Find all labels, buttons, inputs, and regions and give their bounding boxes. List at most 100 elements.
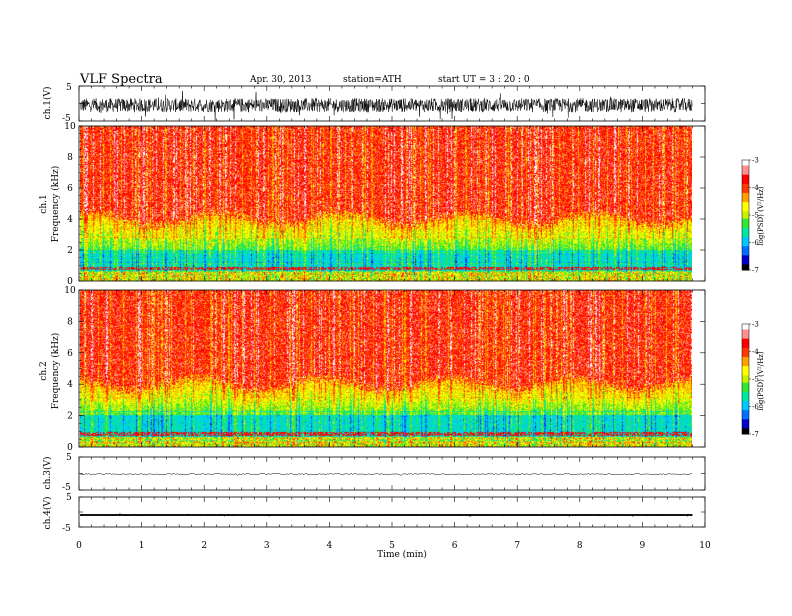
ch2-spec-colorbar-tick-label: -5 bbox=[752, 376, 759, 384]
ch3-wave-trace bbox=[79, 473, 693, 476]
ch2-spec-colorbar-cell bbox=[742, 340, 749, 343]
ch2-spec-colorbar-cell bbox=[742, 357, 749, 360]
ch4-ytick-top: 5 bbox=[66, 493, 72, 503]
ch2-spec-colorbar-tick-label: -7 bbox=[752, 431, 759, 439]
ch1-spec-colorbar-cell bbox=[742, 202, 749, 205]
ch2-spec-colorbar-cell bbox=[742, 415, 749, 418]
ch2-spec-colorbar-cell bbox=[742, 371, 749, 374]
ch2-spec-colorbar-cell bbox=[742, 344, 749, 347]
ch2-spec-ytick-label: 0 bbox=[67, 443, 73, 453]
ch2-spec-colorbar-cell bbox=[742, 428, 749, 431]
ch1-spec-colorbar-cell bbox=[742, 226, 749, 229]
ch2-spec-colorbar-cell bbox=[742, 404, 749, 407]
ch1-spec-colorbar-cell bbox=[742, 209, 749, 212]
ch2-spec-colorbar-cell bbox=[742, 377, 749, 380]
ch2-spec-colorbar-cell bbox=[742, 432, 749, 435]
ch3-waveform-ylabel: ch.3(V) bbox=[42, 457, 53, 490]
ch2-spec-colorbar-cell bbox=[742, 362, 749, 365]
ch1-spec-colorbar-cell bbox=[742, 200, 749, 203]
ch1-spec-colorbar-cell bbox=[742, 183, 749, 187]
ch2-spec-colorbar-cell bbox=[742, 408, 749, 411]
time-xtick-label: 2 bbox=[201, 541, 207, 551]
ch2-spec-colorbar-cell bbox=[742, 393, 749, 396]
ch1-spec-colorbar-cell bbox=[742, 172, 749, 176]
ch2-spec-colorbar-cell bbox=[742, 338, 749, 341]
ch1-spec-colorbar-cell bbox=[742, 178, 749, 181]
ch1-spec-colorbar-tick-label: -6 bbox=[752, 239, 759, 247]
ch2-spec-colorbar-cell bbox=[742, 424, 749, 428]
time-xtick-label: 10 bbox=[699, 541, 711, 551]
ch1-spec-colorbar-cell bbox=[742, 165, 749, 168]
ch1-spec-colorbar-cell bbox=[742, 235, 749, 238]
ch1-spec-colorbar-tick-label: -4 bbox=[752, 184, 759, 192]
ch1-spec-colorbar-cell bbox=[742, 266, 749, 269]
ch1-spec-colorbar-cell bbox=[742, 240, 749, 243]
ch1-spec-colorbar-cell bbox=[742, 255, 749, 258]
ch1-spec-colorbar-cell bbox=[742, 242, 749, 245]
ch2-spectrogram-panel: ch.2 Frequency (kHz) log(PSD) (V²/Hz) bbox=[39, 333, 765, 411]
ch1-spec-ytick-label: 6 bbox=[67, 184, 73, 194]
ch3-ytick-bottom: -5 bbox=[62, 483, 71, 493]
ch2-spec-colorbar-cell bbox=[742, 360, 749, 363]
ch2-spec-image bbox=[80, 290, 692, 447]
ch2-spec-colorbar-cell bbox=[742, 430, 749, 433]
ch2-spec-colorbar-tick-label: -6 bbox=[752, 403, 759, 411]
ch1-spec-colorbar-cell bbox=[742, 246, 749, 249]
time-xtick-label: 8 bbox=[577, 541, 583, 551]
ch2-spec-colorbar-cell bbox=[742, 426, 749, 429]
ch2-spec-ytick-label: 4 bbox=[67, 380, 73, 390]
ch1-spec-colorbar-cell bbox=[742, 167, 749, 170]
ch1-spec-colorbar-tick-label: -5 bbox=[752, 212, 759, 220]
ch4-waveform-panel: 5 -5 ch.4(V) Time (min) bbox=[42, 493, 427, 560]
ch2-frequency-ylabel: Frequency (kHz) bbox=[50, 333, 61, 410]
ch2-spec-colorbar-tick-label: -4 bbox=[752, 348, 759, 356]
ch4-waveform-ylabel: ch.4(V) bbox=[42, 497, 53, 530]
ch1-waveform-ylabel: ch.1(V) bbox=[42, 87, 53, 120]
ch2-spec-ytick-label: 8 bbox=[67, 317, 73, 327]
ch1-spec-colorbar-cell bbox=[742, 216, 749, 220]
ch1-spectrogram-panel: ch.1 Frequency (kHz) log(PSD) (V²/Hz) bbox=[39, 166, 765, 246]
ch2-spec-colorbar-cell bbox=[742, 375, 749, 378]
ch1-spec-colorbar-cell bbox=[742, 187, 749, 190]
ch1-spec-colorbar-cell bbox=[742, 191, 749, 194]
ch2-spec-colorbar-cell bbox=[742, 423, 749, 426]
ch1-spec-colorbar-cell bbox=[742, 160, 749, 163]
ch2-spec-colorbar-cell bbox=[742, 369, 749, 373]
ch2-colorbar-label: log(PSD) (V²/Hz) bbox=[757, 351, 765, 410]
ch1-spec-colorbar-cell bbox=[742, 180, 749, 183]
ch1-spec-colorbar-tick-label: -7 bbox=[752, 267, 759, 275]
ch1-spec-colorbar-cell bbox=[742, 224, 749, 227]
ch1-spec-colorbar-cell bbox=[742, 237, 749, 240]
ch1-spec-colorbar-cell bbox=[742, 218, 749, 221]
ch1-frequency-ylabel: Frequency (kHz) bbox=[50, 166, 61, 243]
ch1-spectrogram-outer-label: ch.1 bbox=[39, 194, 49, 213]
ch1-spec-colorbar-cell bbox=[742, 189, 749, 192]
ch2-spec-colorbar-cell bbox=[742, 382, 749, 385]
ch4-wave-band bbox=[80, 514, 693, 516]
ch1-spec-colorbar-cell bbox=[742, 251, 749, 254]
ch1-spec-colorbar-cell bbox=[742, 222, 749, 225]
ch1-spec-colorbar-cell bbox=[742, 231, 749, 234]
ch2-spec-colorbar-cell bbox=[742, 342, 749, 345]
ch2-spec-colorbar-cell bbox=[742, 346, 749, 349]
ch2-spec-colorbar-cell bbox=[742, 373, 749, 376]
ch2-spec-colorbar-cell bbox=[742, 421, 749, 424]
ch2-spec-colorbar-cell bbox=[742, 413, 749, 417]
ch1-spec-colorbar-cell bbox=[742, 227, 749, 231]
ch1-spec-colorbar-cell bbox=[742, 249, 749, 253]
ch2-spec-colorbar-cell bbox=[742, 331, 749, 334]
ch1-spec-colorbar-cell bbox=[742, 220, 749, 223]
ch1-spec-colorbar-cell bbox=[742, 163, 749, 166]
ch1-spec-colorbar-cell bbox=[742, 174, 749, 177]
ch2-spec-colorbar-cell bbox=[742, 419, 749, 422]
station-label: station=ATH bbox=[343, 75, 402, 85]
start-time-label: start UT = 3 : 20 : 0 bbox=[438, 75, 530, 85]
ch1-spec-colorbar-cell bbox=[742, 211, 749, 214]
ch1-spec-colorbar-cell bbox=[742, 248, 749, 251]
ch2-spec-colorbar-cell bbox=[742, 353, 749, 356]
ch2-spec-colorbar-cell bbox=[742, 329, 749, 332]
ch1-spec-ytick-label: 0 bbox=[67, 277, 73, 287]
time-xtick-label: 6 bbox=[452, 541, 458, 551]
ch1-spec-image bbox=[80, 126, 692, 281]
ch1-ytick-top: 5 bbox=[66, 83, 72, 93]
